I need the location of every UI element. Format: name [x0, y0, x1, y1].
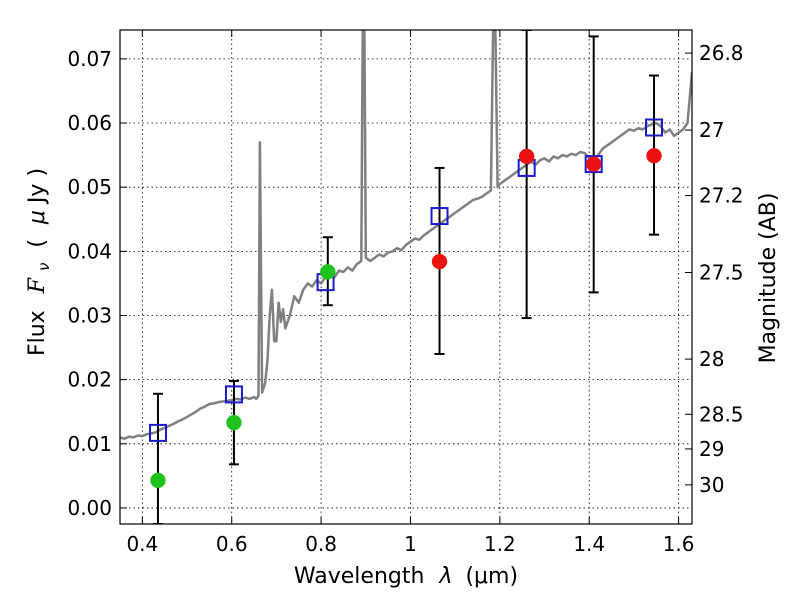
y-tick-label: 0.00 [67, 496, 112, 520]
y2-axis-title: Magnitude (AB) [756, 193, 781, 364]
model-sed-line [120, 30, 692, 440]
model-square-marker [148, 423, 167, 442]
x-axis-ticks: 0.4 0.6 0.8 1 1.2 1.4 1.6 [126, 30, 695, 556]
y2-tick-label: 27.5 [699, 261, 744, 285]
error-bars [152, 30, 660, 524]
x-tick-label: 0.4 [126, 532, 158, 556]
x-tick-label: 1 [404, 532, 417, 556]
y-tick-label: 0.05 [67, 175, 112, 199]
x-tick-label: 1.2 [484, 532, 516, 556]
y2-tick-label: 26.8 [699, 41, 744, 65]
y2-tick-label: 28.5 [699, 402, 744, 426]
gridlines [120, 30, 692, 524]
y2-tick-label: 30 [699, 473, 724, 497]
model-square-marker [584, 155, 603, 174]
y-tick-label: 0.03 [67, 303, 112, 327]
x-axis-title: Wavelength λ (μm) [294, 564, 518, 589]
y-tick-label: 0.04 [67, 239, 112, 263]
data-markers [148, 118, 664, 489]
model-square-marker [645, 118, 664, 137]
y-tick-label: 0.01 [67, 432, 112, 456]
detection-point [226, 414, 242, 431]
measurement-point [518, 148, 535, 165]
detection-point [150, 472, 166, 489]
y-tick-label: 0.07 [67, 47, 112, 71]
measurement-point [646, 147, 662, 164]
model-square-marker [430, 207, 449, 226]
model-square-marker [224, 385, 243, 404]
measurement-point [431, 253, 448, 270]
y2-axis-ticks: 26.8 27 27.2 27.5 28 28.5 29 30 [685, 41, 744, 497]
y2-tick-label: 27 [699, 118, 724, 142]
x-tick-label: 1.4 [573, 532, 605, 556]
measurement-point [585, 156, 602, 172]
y-axis-title: Flux F ν ( μ Jy ) [25, 168, 55, 356]
x-tick-label: 0.8 [305, 532, 337, 556]
plot-frame [119, 29, 693, 525]
y2-tick-label: 29 [699, 437, 724, 461]
detection-point [320, 264, 336, 280]
y-tick-label: 0.02 [67, 368, 112, 392]
y-tick-label: 0.06 [67, 111, 112, 135]
y2-tick-label: 28 [699, 347, 724, 371]
y2-tick-label: 27.2 [699, 184, 744, 208]
y-axis-ticks: 0.00 0.01 0.02 0.03 0.04 0.05 0.06 0.07 [67, 47, 127, 520]
x-tick-label: 0.6 [216, 532, 248, 556]
x-tick-label: 1.6 [663, 532, 695, 556]
